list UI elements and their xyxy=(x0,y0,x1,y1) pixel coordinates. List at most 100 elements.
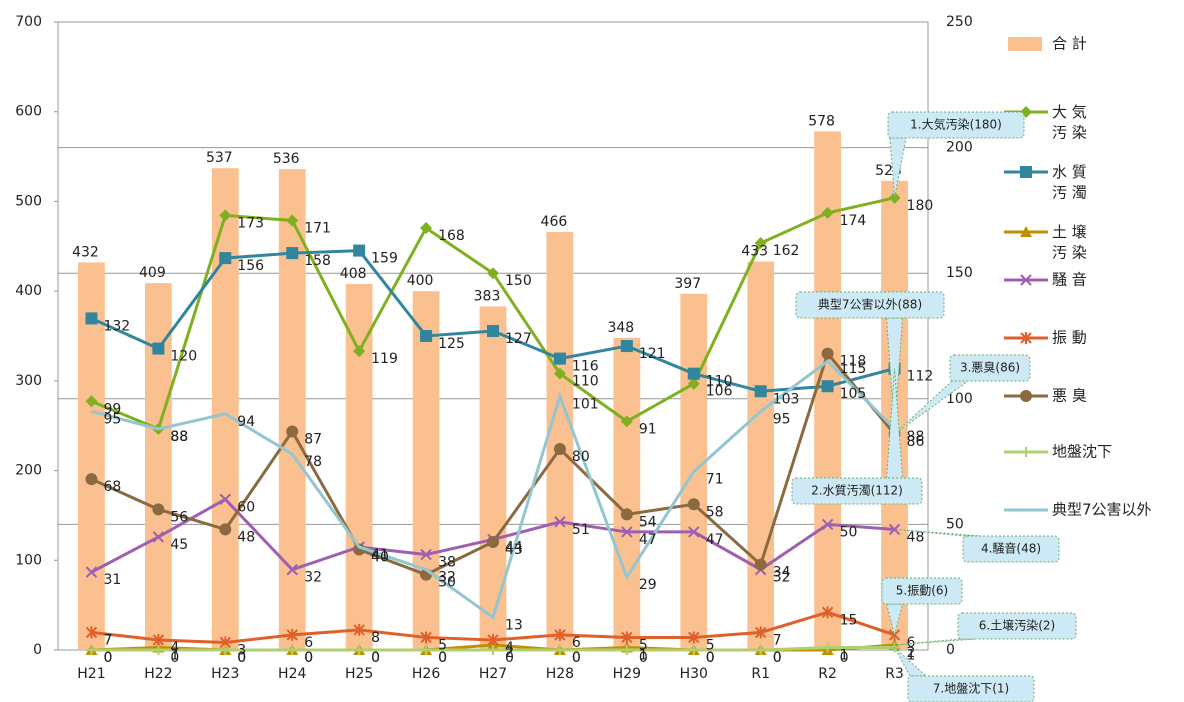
y-tick-label: 0 xyxy=(33,642,42,658)
marker xyxy=(286,214,299,227)
data-label: 47 xyxy=(639,532,657,548)
marker xyxy=(754,237,767,250)
data-label: 94 xyxy=(237,414,255,430)
data-label: 8 xyxy=(371,630,380,646)
data-label: 116 xyxy=(572,359,599,375)
marker xyxy=(888,523,901,536)
data-label: 48 xyxy=(907,529,925,545)
legend-marker xyxy=(1020,274,1032,286)
data-label: 15 xyxy=(840,612,858,628)
data-label: 88 xyxy=(170,429,188,445)
data-label: 41 xyxy=(371,547,389,563)
marker xyxy=(487,267,499,280)
data-label: 0 xyxy=(237,650,246,666)
bar xyxy=(479,306,507,650)
marker xyxy=(821,380,834,393)
data-label: 180 xyxy=(907,198,934,214)
legend-label: 振 動 xyxy=(1052,329,1087,347)
data-label: 0 xyxy=(706,650,715,666)
marker xyxy=(688,631,700,644)
data-label: 159 xyxy=(371,251,398,267)
callout-text: 5.振動(6) xyxy=(896,584,948,598)
callout-box xyxy=(949,354,1031,382)
marker xyxy=(353,244,366,257)
data-label: 112 xyxy=(907,369,934,385)
y-tick-label: 200 xyxy=(15,463,42,479)
marker xyxy=(621,631,633,644)
marker xyxy=(688,526,700,538)
marker xyxy=(553,367,566,380)
data-label: 578 xyxy=(808,113,835,129)
data-label: 115 xyxy=(840,361,867,377)
marker xyxy=(287,645,298,655)
data-label: 5 xyxy=(706,637,715,653)
data-label: 80 xyxy=(572,449,590,465)
data-label: 99 xyxy=(103,401,121,417)
marker xyxy=(152,633,165,646)
marker xyxy=(553,443,566,456)
callout-text: 2.水質汚濁(112) xyxy=(811,483,903,498)
data-label: 45 xyxy=(170,537,188,553)
data-label: 51 xyxy=(572,522,590,538)
callout-pointer xyxy=(886,368,904,479)
data-label: 86 xyxy=(907,434,925,450)
data-label: 32 xyxy=(438,570,456,586)
callout-box xyxy=(795,291,945,319)
data-label: 41 xyxy=(371,547,389,563)
y-tick-label: 100 xyxy=(15,552,42,568)
marker xyxy=(687,377,700,390)
data-label: 1 xyxy=(840,647,849,663)
marker xyxy=(152,531,165,543)
x-tick-label: H21 xyxy=(77,666,105,682)
data-label: 2 xyxy=(907,645,916,661)
legend-label: 水 質汚 濁 xyxy=(1052,163,1087,201)
x-tick-label: H22 xyxy=(144,666,172,682)
marker xyxy=(487,633,499,646)
marker xyxy=(554,645,565,655)
data-label: 121 xyxy=(639,346,666,362)
data-label: 110 xyxy=(706,374,733,390)
bar xyxy=(546,231,574,650)
marker xyxy=(85,395,98,408)
data-label: 0 xyxy=(371,650,380,666)
data-label: 101 xyxy=(572,396,599,412)
data-label: 78 xyxy=(304,454,322,470)
data-label: 4 xyxy=(505,640,514,656)
marker xyxy=(821,206,834,219)
data-label: 118 xyxy=(840,354,867,370)
marker xyxy=(487,324,499,337)
data-label: 87 xyxy=(304,431,322,447)
data-label: 0 xyxy=(572,650,581,666)
marker xyxy=(286,628,298,641)
marker xyxy=(152,342,165,355)
data-label: 0 xyxy=(438,650,447,666)
data-label: 0 xyxy=(170,650,179,666)
data-label: 43 xyxy=(505,542,523,558)
callout-text: 3.悪臭(86) xyxy=(960,360,1020,375)
marker xyxy=(85,626,98,639)
data-label: 0 xyxy=(237,650,246,666)
y2-tick-label: 200 xyxy=(946,140,973,156)
data-label: 348 xyxy=(607,320,634,336)
data-label: 171 xyxy=(304,220,331,236)
data-label: 105 xyxy=(840,386,867,402)
data-label: 30 xyxy=(438,575,456,591)
x-tick-label: H24 xyxy=(278,666,306,682)
legend-label: 土 壌汚 染 xyxy=(1052,223,1087,261)
marker xyxy=(620,508,633,521)
bar xyxy=(613,337,641,650)
data-label: 48 xyxy=(237,529,255,545)
marker xyxy=(420,548,432,561)
callout-box xyxy=(881,577,963,605)
data-label: 433 xyxy=(741,244,768,260)
data-label: 466 xyxy=(541,214,568,230)
legend-marker xyxy=(1020,226,1032,237)
data-label: 400 xyxy=(407,273,434,289)
callout-text: 7.地盤沈下(1) xyxy=(933,681,1009,696)
y-tick-label: 300 xyxy=(15,373,42,389)
marker xyxy=(487,535,499,548)
marker xyxy=(420,330,433,342)
marker xyxy=(86,645,97,655)
marker xyxy=(421,645,432,655)
